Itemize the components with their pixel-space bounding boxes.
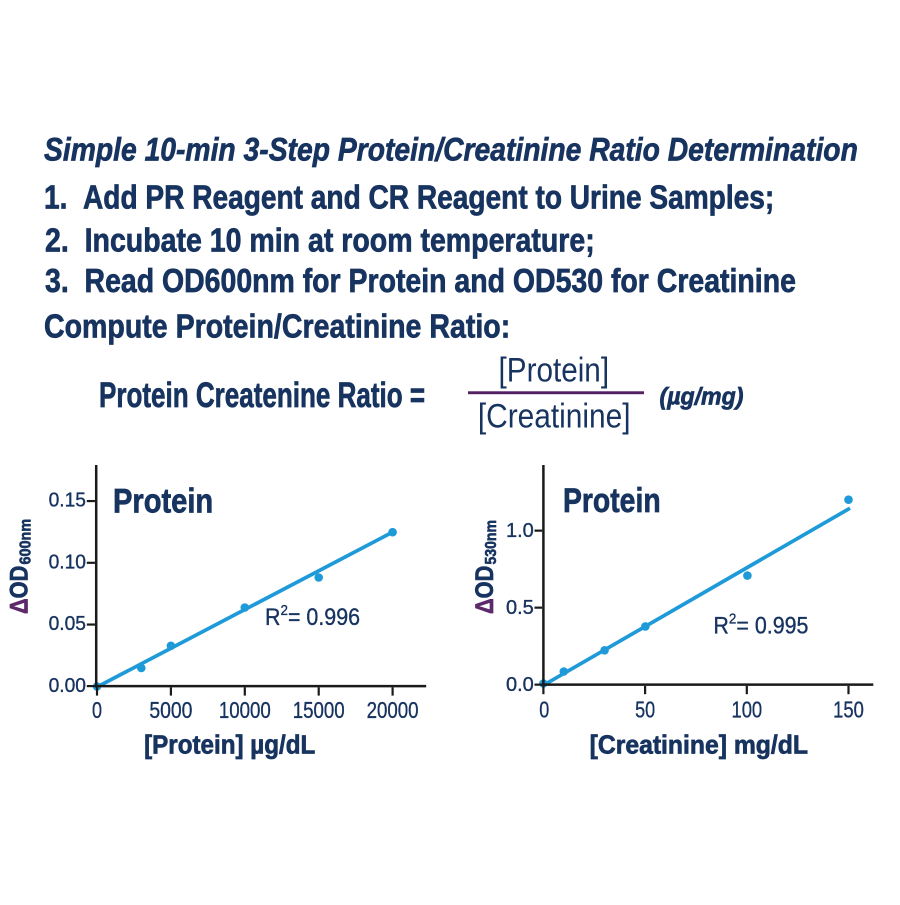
svg-text:0.05: 0.05 — [49, 613, 86, 635]
svg-text:0.0: 0.0 — [506, 674, 534, 696]
svg-text:15000: 15000 — [293, 698, 345, 723]
svg-text:Protein: Protein — [113, 481, 213, 520]
svg-text:Compute Protein/Creatinine Rat: Compute Protein/Creatinine Ratio: — [44, 308, 510, 345]
svg-text:0.10: 0.10 — [49, 551, 86, 573]
svg-text:1.0: 1.0 — [506, 520, 534, 542]
svg-text:2. Incubate 10 min at room te: 2. Incubate 10 min at room temperature; — [45, 221, 595, 258]
svg-text:50: 50 — [635, 698, 655, 724]
svg-text:0.00: 0.00 — [49, 674, 86, 696]
svg-text:ΔOD: ΔOD — [5, 566, 33, 614]
svg-text:150: 150 — [833, 698, 864, 723]
svg-text:5000: 5000 — [149, 698, 192, 724]
svg-text:Protein Createnine Ratio =: Protein Createnine Ratio = — [99, 375, 425, 415]
svg-text:Protein: Protein — [563, 481, 661, 519]
svg-text:530nm: 530nm — [482, 520, 500, 564]
svg-text:10000: 10000 — [219, 698, 271, 723]
svg-text:20000: 20000 — [367, 698, 419, 723]
svg-text:R2= 0.995: R2= 0.995 — [713, 611, 808, 639]
svg-text:0.5: 0.5 — [506, 597, 534, 619]
svg-text:[Creatinine]: [Creatinine] — [478, 396, 631, 434]
svg-text:ΔOD: ΔOD — [471, 566, 499, 614]
svg-text:0: 0 — [92, 698, 102, 724]
svg-text:600nm: 600nm — [17, 519, 35, 565]
svg-text:[Protein] µg/dL: [Protein] µg/dL — [144, 731, 315, 760]
svg-text:100: 100 — [731, 698, 762, 723]
svg-text:0.15: 0.15 — [49, 489, 86, 511]
svg-text:(µg/mg): (µg/mg) — [660, 383, 744, 411]
svg-text:[Protein]: [Protein] — [499, 351, 610, 389]
svg-text:3. Read OD600nm for Protein a: 3. Read OD600nm for Protein and OD530 fo… — [45, 262, 796, 299]
svg-text:[Creatinine] mg/dL: [Creatinine] mg/dL — [590, 731, 808, 760]
svg-text:Simple 10-min 3-Step Protein/C: Simple 10-min 3-Step Protein/Creatinine … — [44, 132, 858, 168]
svg-text:0: 0 — [539, 698, 549, 724]
svg-text:R2= 0.996: R2= 0.996 — [265, 602, 360, 630]
svg-text:1. Add PR Reagent and CR Reag: 1. Add PR Reagent and CR Reagent to Urin… — [44, 179, 774, 216]
